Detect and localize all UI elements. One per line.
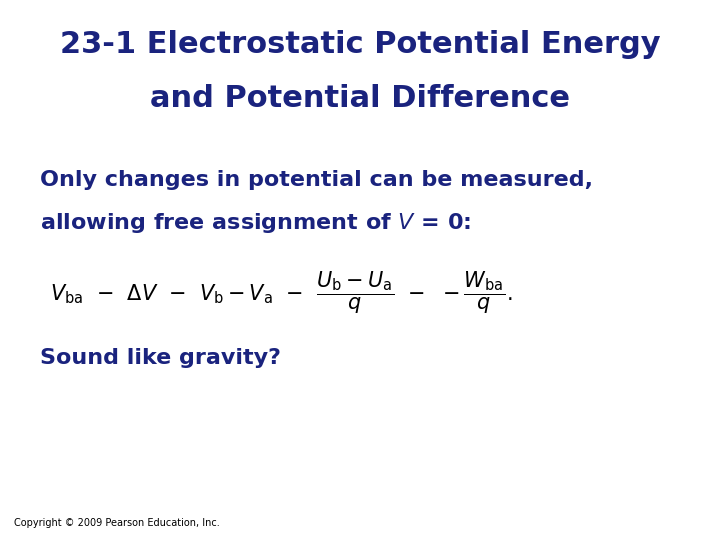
Text: $V_{\mathrm{ba}}\;\,-\,\;\Delta V\;\,-\,\;V_{\mathrm{b}}-V_{\mathrm{a}}\;\,-\,\;: $V_{\mathrm{ba}}\;\,-\,\;\Delta V\;\,-\,…	[50, 270, 513, 316]
Text: Sound like gravity?: Sound like gravity?	[40, 348, 281, 368]
Text: and Potential Difference: and Potential Difference	[150, 84, 570, 113]
Text: Only changes in potential can be measured,: Only changes in potential can be measure…	[40, 170, 593, 190]
Text: allowing free assignment of $\mathit{V}$ = 0:: allowing free assignment of $\mathit{V}$…	[40, 211, 471, 234]
Text: 23-1 Electrostatic Potential Energy: 23-1 Electrostatic Potential Energy	[60, 30, 660, 59]
Text: Copyright © 2009 Pearson Education, Inc.: Copyright © 2009 Pearson Education, Inc.	[14, 518, 220, 528]
